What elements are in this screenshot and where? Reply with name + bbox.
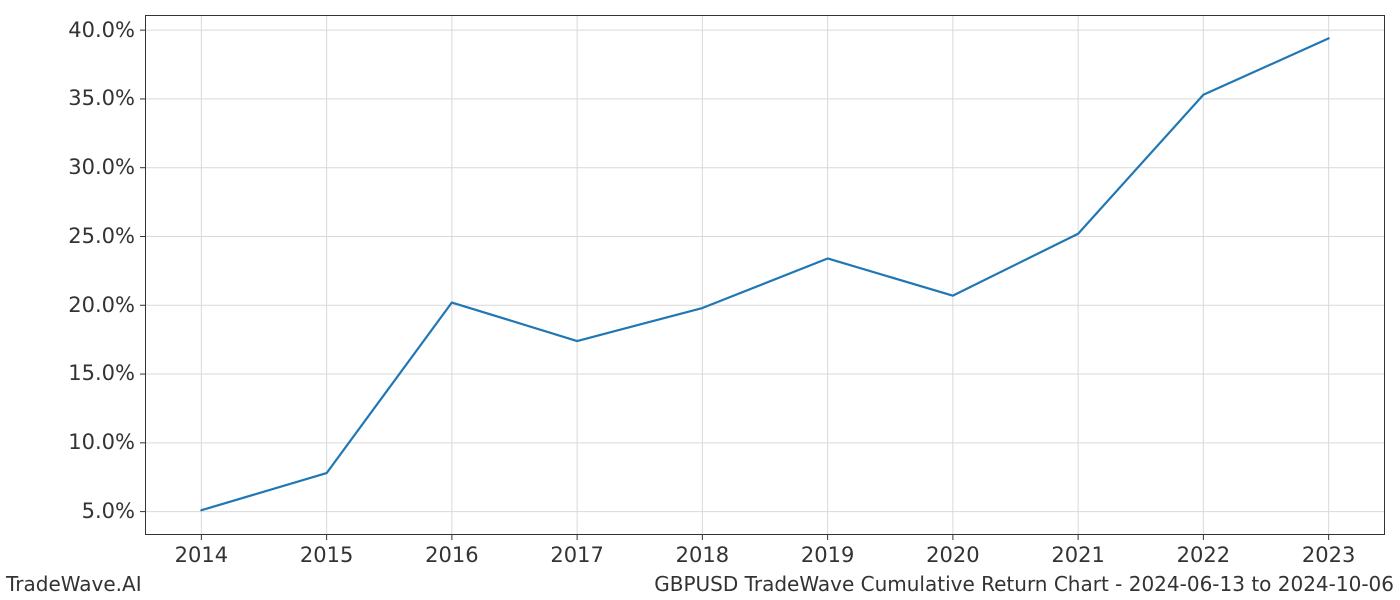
y-tick-label: 15.0% (68, 361, 135, 385)
y-tick-label: 25.0% (68, 224, 135, 248)
line-chart-svg (145, 15, 1385, 535)
y-tick-label: 40.0% (68, 18, 135, 42)
x-tick-label: 2020 (926, 543, 979, 567)
y-tick-label: 35.0% (68, 86, 135, 110)
y-tick-label: 5.0% (82, 499, 135, 523)
footer-right-label: GBPUSD TradeWave Cumulative Return Chart… (654, 572, 1394, 596)
x-tick-label: 2014 (175, 543, 228, 567)
footer-left-label: TradeWave.AI (6, 572, 142, 596)
x-tick-label: 2017 (550, 543, 603, 567)
y-tick-label: 20.0% (68, 293, 135, 317)
y-tick-label: 10.0% (68, 430, 135, 454)
plot-area (145, 15, 1385, 535)
x-tick-label: 2016 (425, 543, 478, 567)
x-tick-label: 2018 (676, 543, 729, 567)
x-tick-label: 2019 (801, 543, 854, 567)
x-tick-label: 2015 (300, 543, 353, 567)
chart-container: 5.0%10.0%15.0%20.0%25.0%30.0%35.0%40.0% … (0, 0, 1400, 600)
y-tick-label: 30.0% (68, 155, 135, 179)
x-tick-label: 2021 (1051, 543, 1104, 567)
x-tick-label: 2022 (1177, 543, 1230, 567)
x-tick-label: 2023 (1302, 543, 1355, 567)
